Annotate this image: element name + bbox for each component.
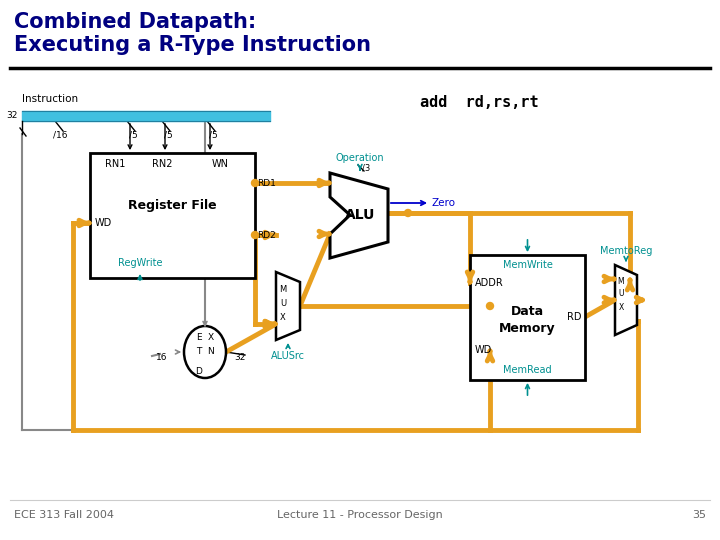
Text: X: X xyxy=(280,314,286,322)
Polygon shape xyxy=(330,173,388,258)
Text: T: T xyxy=(197,348,202,356)
Text: RD: RD xyxy=(567,312,581,322)
Text: 35: 35 xyxy=(692,510,706,520)
Text: 32: 32 xyxy=(234,354,246,362)
Text: RegWrite: RegWrite xyxy=(118,258,162,268)
Text: Register File: Register File xyxy=(128,199,217,212)
Text: Executing a R-Type Instruction: Executing a R-Type Instruction xyxy=(14,35,371,55)
Text: WN: WN xyxy=(212,159,228,169)
Text: D: D xyxy=(196,368,202,376)
Text: Combined Datapath:: Combined Datapath: xyxy=(14,12,256,32)
Circle shape xyxy=(251,179,258,186)
Ellipse shape xyxy=(184,326,226,378)
Text: Operation: Operation xyxy=(336,153,384,163)
Text: 32: 32 xyxy=(6,111,18,120)
FancyBboxPatch shape xyxy=(470,255,585,380)
Text: /5: /5 xyxy=(209,130,217,139)
Text: ALU: ALU xyxy=(345,208,375,222)
Text: MemtoReg: MemtoReg xyxy=(600,246,652,256)
Text: RN2: RN2 xyxy=(152,159,172,169)
Text: ECE 313 Fall 2004: ECE 313 Fall 2004 xyxy=(14,510,114,520)
Text: /5: /5 xyxy=(129,130,138,139)
Text: RN1: RN1 xyxy=(105,159,125,169)
Text: U: U xyxy=(618,289,624,299)
Text: Lecture 11 - Processor Design: Lecture 11 - Processor Design xyxy=(277,510,443,520)
Text: RD2: RD2 xyxy=(257,231,276,240)
Text: X: X xyxy=(618,302,624,312)
Circle shape xyxy=(251,232,258,239)
Text: M: M xyxy=(618,276,624,286)
Text: ALUSrc: ALUSrc xyxy=(271,351,305,361)
Text: M: M xyxy=(279,286,287,294)
Text: /3: /3 xyxy=(362,164,370,172)
Text: MemWrite: MemWrite xyxy=(503,260,552,270)
Text: E: E xyxy=(196,334,202,342)
Polygon shape xyxy=(276,272,300,340)
Polygon shape xyxy=(615,265,637,335)
Text: MemRead: MemRead xyxy=(503,365,552,375)
Circle shape xyxy=(487,302,493,309)
Text: X: X xyxy=(208,334,214,342)
Text: 16: 16 xyxy=(156,354,168,362)
Text: /16: /16 xyxy=(53,130,67,139)
Text: Data
Memory: Data Memory xyxy=(499,305,556,335)
Text: add  rd,rs,rt: add rd,rs,rt xyxy=(420,95,539,110)
Text: Instruction: Instruction xyxy=(22,94,78,104)
Text: U: U xyxy=(280,300,286,308)
Text: RD1: RD1 xyxy=(257,179,276,187)
Text: Zero: Zero xyxy=(432,198,456,208)
FancyBboxPatch shape xyxy=(90,153,255,278)
Text: N: N xyxy=(207,348,215,356)
Text: WD: WD xyxy=(95,218,112,228)
Text: WD: WD xyxy=(475,345,492,355)
Text: ADDR: ADDR xyxy=(475,278,504,288)
Text: /5: /5 xyxy=(163,130,172,139)
Circle shape xyxy=(405,210,412,217)
